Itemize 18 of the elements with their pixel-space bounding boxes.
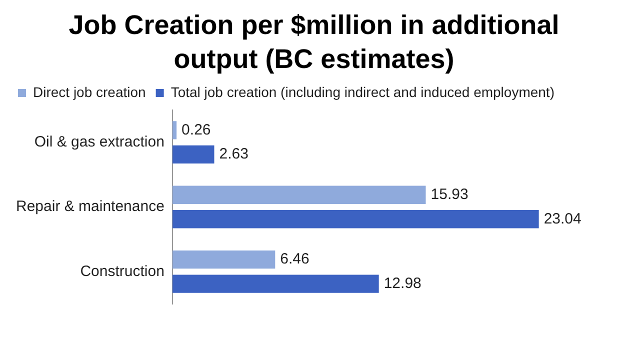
data-label: 2.63 [219,146,248,163]
bar [172,250,276,269]
bar [172,210,539,228]
bar [172,186,426,204]
y-tick-label: Construction [80,262,164,280]
data-label: 6.46 [280,250,310,268]
bar [172,145,214,164]
data-label: 23.04 [544,210,582,228]
bar [172,121,177,140]
data-label: 12.98 [384,274,422,292]
y-tick-label: Repair & maintenance [16,198,164,216]
data-label: 0.26 [182,121,211,138]
y-tick-label: Oil & gas extraction [34,133,164,150]
legend-label: Total job creation (including indirect and induced employment) [170,84,554,100]
legend-label: Direct job creation [33,84,146,100]
chart-title: Job Creation per $million in additional output (BC estimates) [68,9,560,76]
bar [172,274,379,293]
data-label: 15.93 [430,186,468,204]
